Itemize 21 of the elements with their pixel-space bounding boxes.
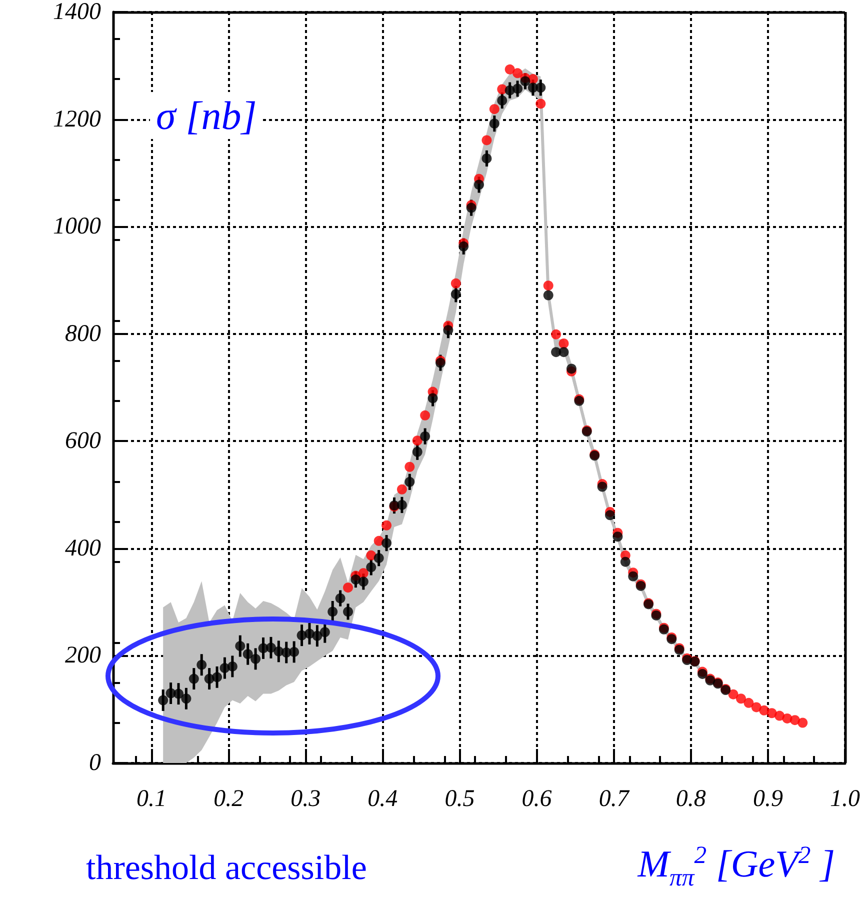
y-axis-title: σ [nb] bbox=[150, 92, 263, 139]
x-tick-label: 0.7 bbox=[598, 786, 630, 812]
x-tick-label: 0.3 bbox=[290, 786, 321, 812]
x-axis-title: M$_{ππ}$$^{2}$ [GeV$^{2}$ ] bbox=[638, 842, 835, 892]
y-tick-label: 200 bbox=[65, 642, 101, 669]
x-tick-label: 0.5 bbox=[444, 786, 475, 812]
x-tick-label: 0.1 bbox=[136, 786, 167, 812]
x-tick-label: 1.0 bbox=[830, 786, 860, 812]
y-tick-label: 1200 bbox=[53, 106, 101, 132]
y-tick-label: 0 bbox=[89, 750, 101, 776]
x-tick-label: 0.4 bbox=[368, 786, 398, 812]
y-tick-label: 800 bbox=[65, 320, 101, 347]
x-tick-label: 0.2 bbox=[214, 786, 244, 812]
x-tick-label: 0.8 bbox=[676, 786, 706, 812]
text: threshold accessible bbox=[86, 848, 367, 888]
y-tick-label: 1000 bbox=[53, 214, 101, 240]
x-tick-label: 0.6 bbox=[522, 786, 552, 812]
x-tick-label: 0.9 bbox=[752, 786, 783, 812]
y-tick-label: 1400 bbox=[53, 0, 101, 25]
y-tick-label: 400 bbox=[65, 535, 101, 562]
y-tick-label: 600 bbox=[65, 428, 101, 454]
